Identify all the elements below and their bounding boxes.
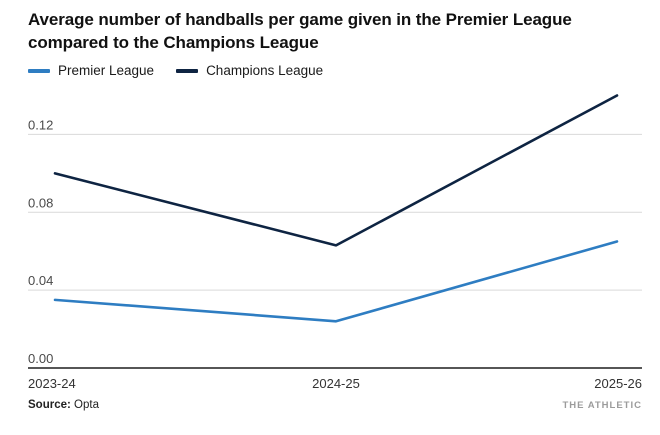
champions-league-legend-label: Champions League (206, 63, 324, 78)
champions-league-swatch-icon (176, 68, 199, 73)
legend-item-premier-league: Premier League (28, 63, 154, 78)
x-tick-label: 2024-25 (312, 376, 360, 391)
x-tick-label: 2023-24 (28, 376, 76, 391)
source-note: Source: Opta (28, 399, 99, 411)
x-tick-label: 2025-26 (594, 376, 642, 391)
y-tick-label: 0.00 (28, 351, 53, 366)
legend: Premier League Champions League (28, 63, 323, 78)
y-tick-label: 0.08 (28, 195, 53, 210)
publisher-brand: THE ATHLETIC (562, 400, 642, 411)
premier-league-swatch-icon (28, 68, 50, 73)
chart-title: Average number of handballs per game giv… (28, 10, 572, 52)
legend-item-champions-league: Champions League (176, 63, 323, 78)
premier-league-legend-label: Premier League (58, 63, 155, 78)
source-label: Source: (28, 399, 71, 411)
champions-league-line (53, 94, 619, 247)
y-tick-label: 0.12 (28, 117, 53, 132)
y-tick-label: 0.04 (28, 273, 53, 288)
source-value: Opta (74, 399, 99, 411)
premier-league-line (53, 240, 619, 323)
chart-footer: Source: Opta THE ATHLETIC (28, 399, 642, 411)
